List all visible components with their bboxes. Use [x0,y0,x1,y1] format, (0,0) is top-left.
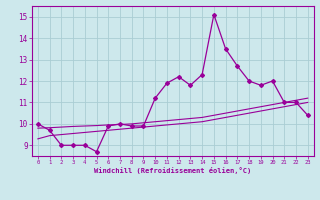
X-axis label: Windchill (Refroidissement éolien,°C): Windchill (Refroidissement éolien,°C) [94,167,252,174]
